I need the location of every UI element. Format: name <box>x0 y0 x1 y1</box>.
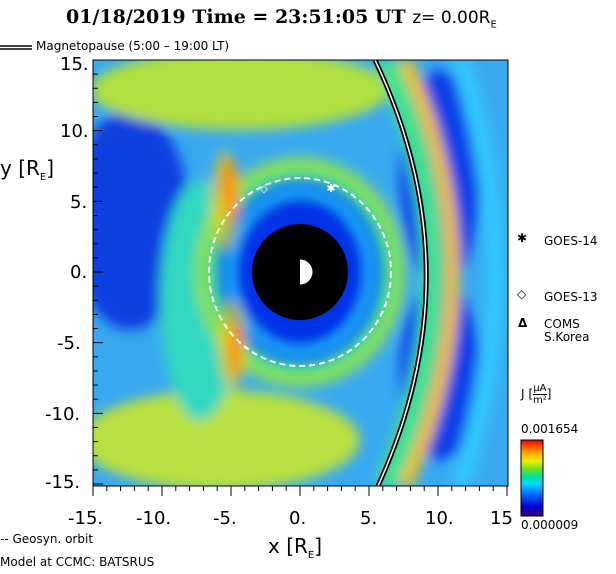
y-tick: -15. <box>45 472 81 493</box>
x-tick: 5. <box>360 508 378 529</box>
goes14-marker: ✱ <box>326 182 335 195</box>
y-tick: 0. <box>70 262 88 283</box>
goes13-marker: ◇ <box>260 184 268 195</box>
z-label: z= 0.00R <box>412 8 491 28</box>
z-sub: E <box>490 19 497 31</box>
y-tick: -10. <box>45 404 81 425</box>
geosync-orbit <box>208 177 392 367</box>
triangle-icon: Δ <box>518 316 528 330</box>
x-tick: 15 <box>490 508 513 529</box>
geosyn-legend: -- Geosyn. orbit <box>0 532 94 546</box>
satellite-label: GOES-13 <box>544 290 598 304</box>
heatmap: ✱ ◇ <box>93 60 508 486</box>
x-tick: 10. <box>425 508 454 529</box>
satellite-label: COMS S.Korea <box>544 317 590 344</box>
y-tick: 15. <box>60 54 89 75</box>
y-tick: 10. <box>60 121 89 142</box>
y-tick: 5. <box>70 192 88 213</box>
y-tick: -5. <box>57 333 81 354</box>
colorbar-min: 0.000009 <box>521 518 579 532</box>
plot-title: 01/18/2019 Time = 23:51:05 UT z= 0.00RE <box>66 6 497 30</box>
colorbar-label: J [μA m²] <box>521 383 552 406</box>
x-axis-label: x [RE] <box>268 534 323 561</box>
colorbar <box>520 439 544 517</box>
x-tick: -10. <box>136 508 172 529</box>
x-tick: -15. <box>68 508 104 529</box>
colorbar-max: 0.001654 <box>521 422 579 436</box>
asterisk-icon: ✱ <box>517 231 528 245</box>
magnetopause-legend: Magnetopause (5:00 – 19:00 LT) <box>36 39 230 53</box>
model-credit: Model at CCMC: BATSRUS <box>0 555 155 569</box>
diamond-icon: ◇ <box>517 287 527 301</box>
x-tick: -5. <box>213 508 237 529</box>
satellite-label: GOES-14 <box>544 234 598 248</box>
x-tick: 0. <box>289 508 307 529</box>
title-text: 01/18/2019 Time = 23:51:05 UT <box>66 6 406 28</box>
y-axis-label: y [RE] <box>0 156 55 183</box>
